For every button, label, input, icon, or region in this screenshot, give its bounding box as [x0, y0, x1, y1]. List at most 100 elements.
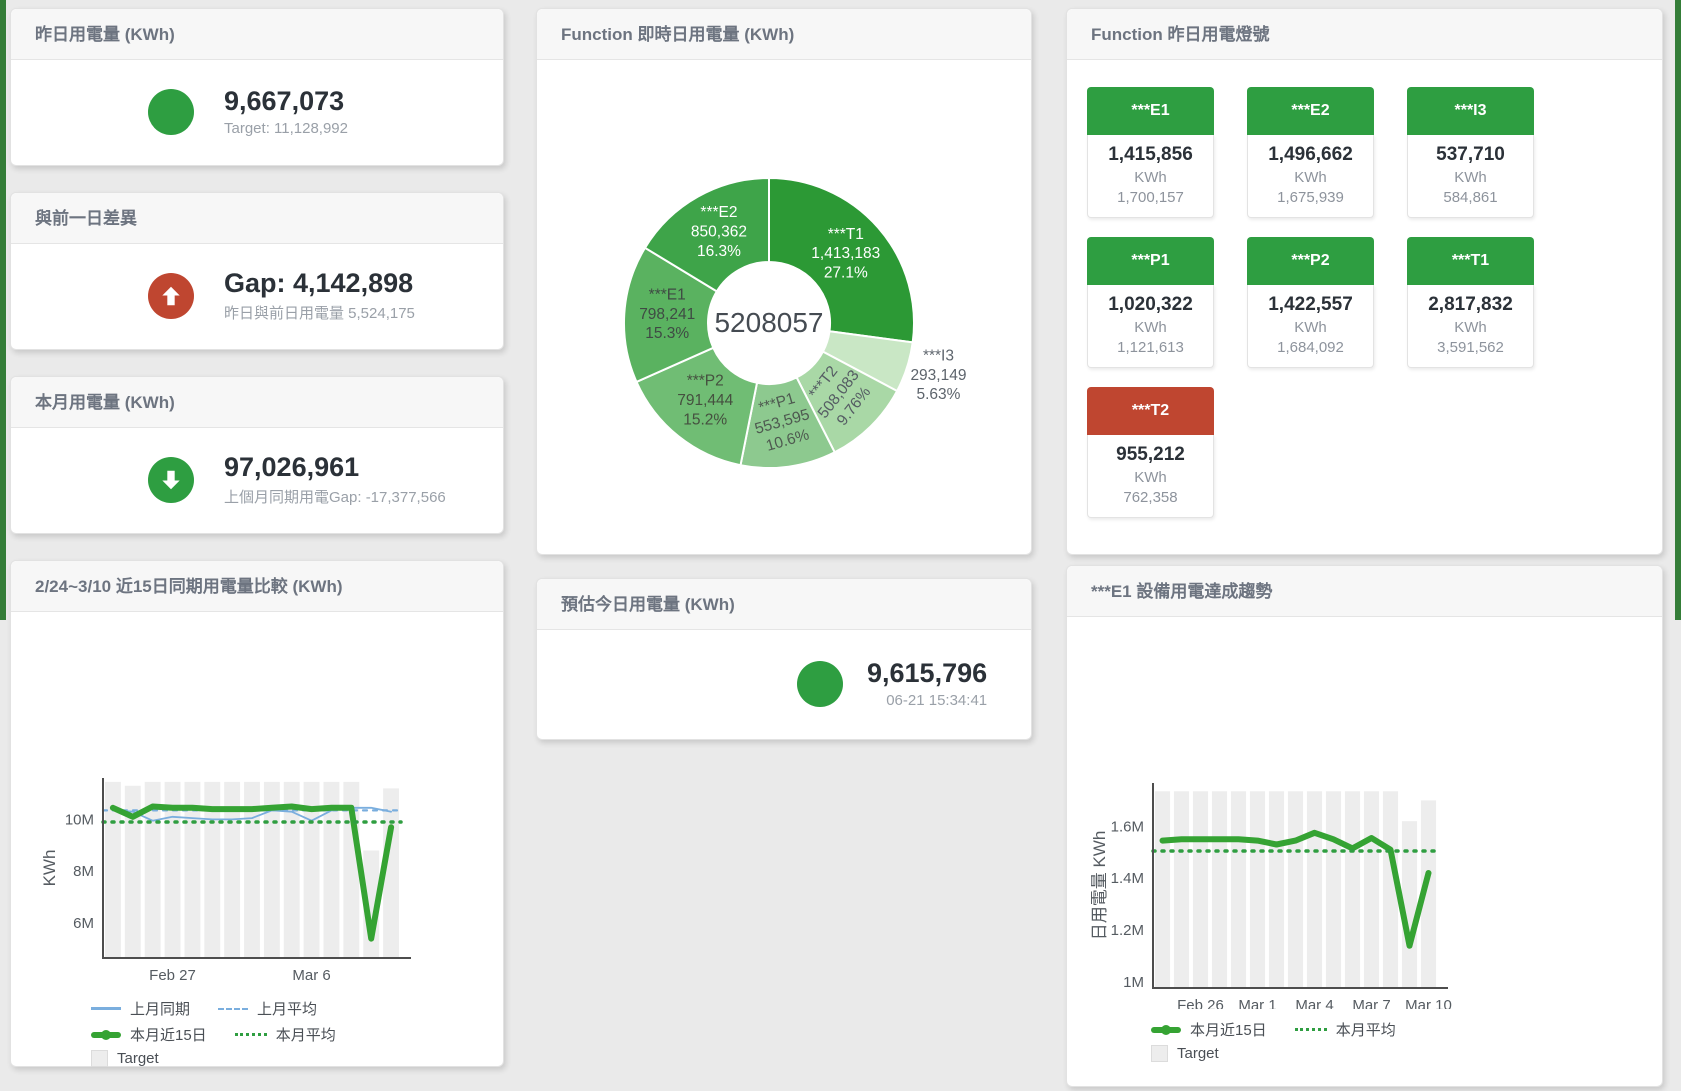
- target-bar[interactable]: [1192, 791, 1209, 989]
- x-tick-label: Feb 27: [149, 967, 196, 984]
- target-bar[interactable]: [224, 782, 241, 959]
- legend-item[interactable]: 本月近15日: [1151, 1019, 1267, 1040]
- yesterday-value: 9,667,073: [224, 86, 345, 117]
- y-tick-label: 6M: [73, 915, 94, 932]
- legend-item[interactable]: 上月平均: [218, 998, 317, 1019]
- target-bar[interactable]: [383, 788, 400, 959]
- card-estimate-today: 預估今日用電量 (KWh) 9,615,796 06-21 15:34:41: [536, 578, 1032, 740]
- donut-slice-T1[interactable]: [768, 177, 916, 344]
- legend-label: 上月平均: [257, 1001, 318, 1018]
- series-line-2[interactable]: [109, 803, 395, 942]
- estimate-value: 9,615,796: [867, 658, 988, 689]
- legend-item[interactable]: Target: [91, 1050, 159, 1067]
- x-tick-label: Feb 26: [1177, 997, 1224, 1009]
- legend-label: 本月平均: [1335, 1022, 1396, 1039]
- realtime-donut-chart[interactable]: ***T1 1,413,183 27.1%***I3 293,149 5.63%***T…: [537, 60, 1031, 552]
- target-bar[interactable]: [1154, 791, 1171, 989]
- target-bar[interactable]: [1211, 791, 1228, 989]
- target-bar[interactable]: [1173, 791, 1190, 989]
- tile-body: 1,422,557 KWh 1,684,092: [1247, 285, 1374, 369]
- slice-label: ***E2 850,362 16.3%: [691, 204, 747, 260]
- card-title: 2/24~3/10 近15日同期用電量比較 (KWh): [11, 561, 503, 613]
- legend-item[interactable]: 本月近15日: [91, 1024, 207, 1045]
- legend-item[interactable]: 上月同期: [91, 998, 190, 1019]
- compare-line-chart[interactable]: 6M 8M 10M Feb 27 Mar 6 KWh: [11, 612, 503, 992]
- chart-axes: [1152, 783, 1448, 990]
- month-value: 97,026,961: [224, 452, 360, 483]
- card-title: 預估今日用電量 (KWh): [537, 579, 1031, 631]
- target-bar[interactable]: [323, 782, 340, 959]
- legend-item[interactable]: 本月平均: [234, 1024, 336, 1045]
- target-bar[interactable]: [1382, 791, 1399, 989]
- legend-marker-square: [1151, 1045, 1168, 1062]
- target-bar[interactable]: [1401, 821, 1418, 989]
- tile-value: 2,817,832: [1428, 294, 1513, 316]
- tile-body: 1,415,856 KWh 1,700,157: [1087, 135, 1214, 219]
- status-tile-7[interactable]: ***T2 955,212 KWh 762,358: [1087, 387, 1214, 519]
- target-bar[interactable]: [184, 782, 201, 959]
- y-axis-label: KWh: [40, 850, 59, 887]
- target-bar[interactable]: [1420, 800, 1437, 989]
- yesterday-target: Target: 11,128,992: [224, 120, 348, 138]
- legend-marker-thick: [1151, 1024, 1181, 1035]
- arrow-down-icon: [148, 457, 194, 504]
- card-title: 昨日用電量 (KWh): [11, 9, 503, 61]
- legend-item[interactable]: Target: [1151, 1045, 1219, 1062]
- target-bar[interactable]: [244, 782, 260, 959]
- tile-target: 3,591,562: [1437, 339, 1504, 357]
- target-bar[interactable]: [1287, 791, 1304, 989]
- card-title: Function 即時日用電量 (KWh): [537, 9, 1031, 61]
- gap-sub: 昨日與前日用電量 5,524,175: [224, 305, 415, 323]
- y-tick-label: 1.2M: [1111, 922, 1144, 939]
- tile-unit: KWh: [1294, 169, 1327, 187]
- legend-label: 本月平均: [275, 1027, 336, 1044]
- target-bar[interactable]: [104, 782, 121, 959]
- arrow-up-icon: [148, 273, 194, 320]
- target-bar[interactable]: [1268, 791, 1285, 989]
- tile-label: ***E2: [1247, 87, 1374, 136]
- status-tile-2[interactable]: ***E2 1,496,662 KWh 1,675,939: [1247, 87, 1374, 219]
- legend-item[interactable]: 本月平均: [1294, 1019, 1396, 1040]
- target-bar[interactable]: [263, 782, 280, 959]
- target-bar[interactable]: [303, 782, 320, 959]
- tile-label: ***P1: [1087, 237, 1214, 286]
- tile-value: 537,710: [1436, 144, 1505, 166]
- legend-marker-dots: [234, 1033, 267, 1036]
- target-bar[interactable]: [124, 786, 141, 959]
- compare-chart-legend[interactable]: 上月同期 上月平均本月近15日 本月平均 Target: [91, 993, 336, 1067]
- tile-unit: KWh: [1134, 319, 1167, 337]
- y-axis-label: 日用電量 KWh: [1090, 831, 1109, 941]
- chart-axes: [102, 778, 411, 960]
- tile-label: ***T2: [1087, 387, 1214, 436]
- donut-slice-E2[interactable]: [643, 177, 770, 294]
- target-bar[interactable]: [1325, 791, 1342, 989]
- card-yesterday-usage: 昨日用電量 (KWh) 9,667,073 Target: 11,128,992: [10, 8, 504, 166]
- status-tile-4[interactable]: ***P1 1,020,322 KWh 1,121,613: [1087, 237, 1214, 369]
- series-line-0[interactable]: [1159, 830, 1432, 949]
- target-bar[interactable]: [144, 782, 161, 959]
- x-tick-label: Mar 6: [292, 967, 330, 984]
- tile-value: 1,422,557: [1268, 294, 1353, 316]
- tile-value: 1,415,856: [1108, 144, 1193, 166]
- status-tile-3[interactable]: ***I3 537,710 KWh 584,861: [1407, 87, 1534, 219]
- tile-body: 2,817,832 KWh 3,591,562: [1407, 285, 1534, 369]
- target-bar[interactable]: [1344, 791, 1361, 989]
- trend-chart-legend[interactable]: 本月近15日 本月平均 Target: [1151, 1014, 1396, 1062]
- legend-marker-thick: [91, 1029, 121, 1040]
- card-e1-trend: ***E1 設備用電達成趨勢 1M 1.2M 1.4M 1.6M Feb 26 Mar 1…: [1066, 565, 1663, 1087]
- target-bar[interactable]: [1230, 791, 1247, 989]
- status-tile-5[interactable]: ***P2 1,422,557 KWh 1,684,092: [1247, 237, 1374, 369]
- status-tile-1[interactable]: ***E1 1,415,856 KWh 1,700,157: [1087, 87, 1214, 219]
- donut-slice-P2[interactable]: [635, 346, 759, 467]
- target-bar[interactable]: [164, 782, 181, 959]
- e1-trend-line-chart[interactable]: 1M 1.2M 1.4M 1.6M Feb 26 Mar 1 Mar 4 Mar 7 Mar 1…: [1067, 617, 1662, 1014]
- tile-body: 537,710 KWh 584,861: [1407, 135, 1534, 219]
- target-bar[interactable]: [204, 782, 221, 959]
- target-bar[interactable]: [1306, 791, 1323, 989]
- tile-target: 1,675,939: [1277, 189, 1344, 207]
- target-bar[interactable]: [1249, 791, 1266, 989]
- target-bar[interactable]: [283, 782, 300, 959]
- status-tile-6[interactable]: ***T1 2,817,832 KWh 3,591,562: [1407, 237, 1534, 369]
- target-bar[interactable]: [1363, 791, 1380, 989]
- y-tick-label: 1.6M: [1111, 819, 1144, 836]
